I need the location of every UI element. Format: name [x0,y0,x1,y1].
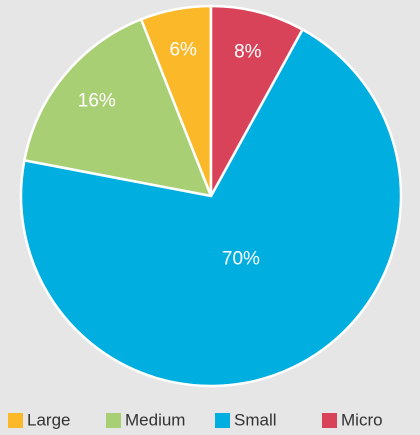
legend-swatch [322,413,337,428]
legend-swatch [215,413,230,428]
slice-label: 16% [78,91,116,112]
legend-label: Large [27,410,70,429]
slice-label: 6% [169,39,197,60]
legend-label: Micro [341,410,383,429]
pie-slice [22,17,213,198]
legend-label: Medium [125,410,185,429]
pie-slice [209,4,305,197]
legend-swatch [8,413,23,428]
slice-label: 70% [222,249,260,270]
pie-slice [19,27,403,388]
legend-label: Small [234,410,277,429]
legend-swatch [106,413,121,428]
slice-label: 8% [234,41,262,62]
